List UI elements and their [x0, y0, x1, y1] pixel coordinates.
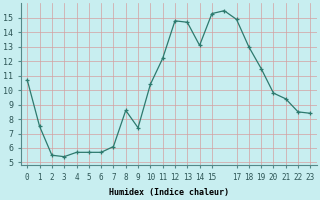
- X-axis label: Humidex (Indice chaleur): Humidex (Indice chaleur): [109, 188, 229, 197]
